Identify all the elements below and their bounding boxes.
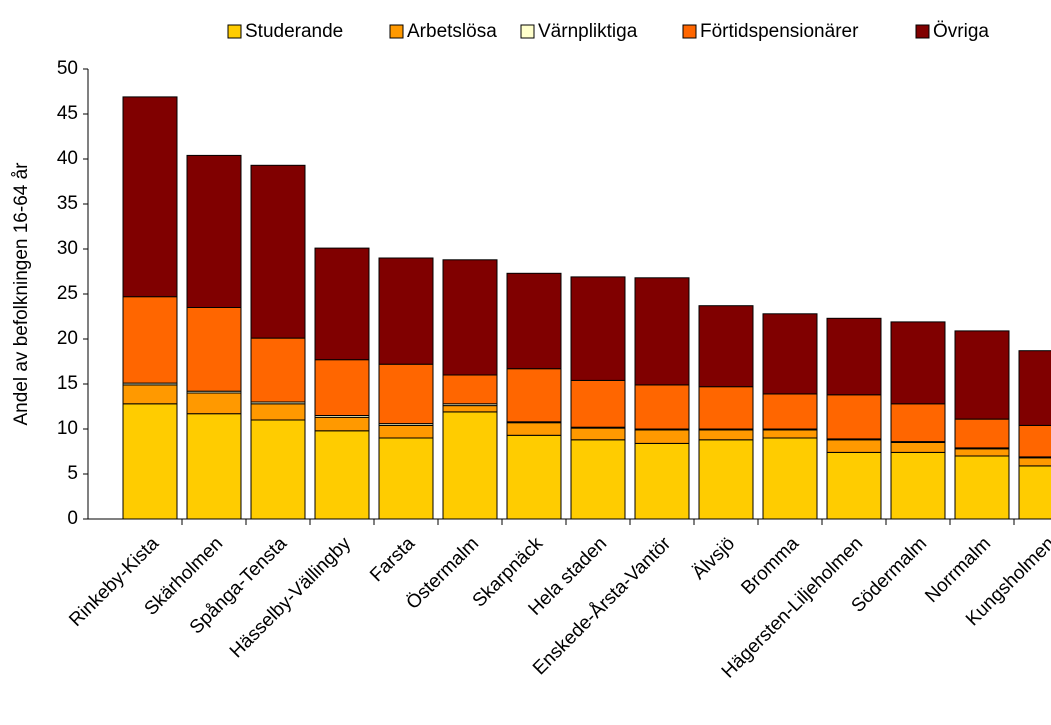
bar-segment bbox=[570, 439, 626, 520]
legend-label: Arbetslösa bbox=[407, 21, 497, 42]
y-tick-label: 45 bbox=[57, 103, 78, 124]
bar-segment bbox=[698, 386, 754, 430]
bar-segment bbox=[1018, 465, 1051, 520]
bar-segment bbox=[250, 403, 306, 421]
bar-segment bbox=[762, 393, 818, 430]
bar-segment bbox=[698, 429, 754, 441]
bar-segment bbox=[314, 247, 370, 361]
bar-segment bbox=[826, 317, 882, 396]
bar-segment bbox=[186, 307, 242, 392]
bar-segment bbox=[506, 434, 562, 520]
bar-segment bbox=[698, 305, 754, 388]
bar-segment bbox=[1018, 350, 1051, 426]
y-tick-label: 10 bbox=[57, 418, 78, 439]
bar-segment bbox=[698, 439, 754, 520]
bar-segment bbox=[506, 272, 562, 370]
bar-segment bbox=[122, 96, 178, 298]
bar-segment bbox=[570, 427, 626, 441]
bar-segment bbox=[890, 442, 946, 453]
legend-swatch bbox=[682, 24, 697, 39]
y-tick-label: 30 bbox=[57, 238, 78, 259]
legend-swatch bbox=[389, 24, 404, 39]
y-tick-label: 5 bbox=[67, 463, 78, 484]
y-axis-title: Andel av befolkningen 16-64 år bbox=[11, 162, 32, 426]
bar-segment bbox=[890, 321, 946, 405]
bar-segment bbox=[378, 424, 434, 439]
legend-label: Värnpliktiga bbox=[538, 21, 638, 42]
bar-segment bbox=[634, 384, 690, 430]
bar-segment bbox=[826, 451, 882, 520]
bar-segment bbox=[378, 363, 434, 425]
legend-label: Övriga bbox=[933, 21, 989, 42]
x-tick-label: Rinkeby-Kista bbox=[65, 533, 163, 631]
bar-segment bbox=[250, 337, 306, 403]
bar-segment bbox=[762, 313, 818, 395]
legend-swatch bbox=[520, 24, 535, 39]
bar-segment bbox=[122, 384, 178, 405]
bar-segment bbox=[954, 330, 1010, 420]
bar-segment bbox=[634, 442, 690, 520]
bar-segment bbox=[442, 374, 498, 405]
bar-segment bbox=[954, 448, 1010, 457]
bar-segment bbox=[506, 422, 562, 436]
bar-segment bbox=[762, 429, 818, 439]
legend-label: Studerande bbox=[245, 21, 343, 42]
bar-segment bbox=[826, 439, 882, 453]
bar-segment bbox=[314, 359, 370, 417]
bar-segment bbox=[442, 405, 498, 413]
legend-swatch bbox=[915, 24, 930, 39]
y-tick-label: 25 bbox=[57, 283, 78, 304]
bar-segment bbox=[634, 277, 690, 386]
bar-segment bbox=[890, 451, 946, 520]
legend-swatch bbox=[227, 24, 242, 39]
bar-segment bbox=[826, 394, 882, 440]
bar-segment bbox=[954, 418, 1010, 449]
x-tick-label: Älvsjö bbox=[688, 533, 739, 584]
bar-segment bbox=[762, 437, 818, 520]
y-tick-label: 20 bbox=[57, 328, 78, 349]
y-tick-label: 0 bbox=[67, 508, 78, 529]
bar-segment bbox=[186, 154, 242, 308]
bar-segment bbox=[634, 429, 690, 444]
bar-segment bbox=[250, 164, 306, 339]
y-tick-label: 40 bbox=[57, 148, 78, 169]
y-tick-label: 35 bbox=[57, 193, 78, 214]
bar-segment bbox=[1018, 457, 1051, 467]
bar-segment bbox=[378, 437, 434, 520]
bar-segment bbox=[954, 455, 1010, 520]
bar-segment bbox=[442, 411, 498, 520]
bar-segment bbox=[186, 413, 242, 520]
bar-segment bbox=[314, 430, 370, 520]
y-tick-label: 50 bbox=[57, 58, 78, 79]
x-tick-label: Bromma bbox=[737, 533, 803, 599]
bar-segment bbox=[570, 379, 626, 428]
x-tick-label: Farsta bbox=[366, 533, 419, 586]
y-tick-label: 15 bbox=[57, 373, 78, 394]
bar-segment bbox=[314, 416, 370, 432]
bar-segment bbox=[890, 403, 946, 443]
bar-segment bbox=[250, 419, 306, 520]
bar-segment bbox=[186, 392, 242, 415]
bar-segment bbox=[570, 276, 626, 381]
bar-segment bbox=[122, 403, 178, 520]
bar-segment bbox=[122, 296, 178, 384]
bar-segment bbox=[506, 368, 562, 423]
legend-label: Förtidspensionärer bbox=[700, 21, 859, 42]
bar-segment bbox=[1018, 424, 1051, 458]
bar-segment bbox=[378, 257, 434, 365]
x-tick-label: Hässelby-Vällingby bbox=[226, 533, 355, 662]
bar-segment bbox=[442, 259, 498, 376]
